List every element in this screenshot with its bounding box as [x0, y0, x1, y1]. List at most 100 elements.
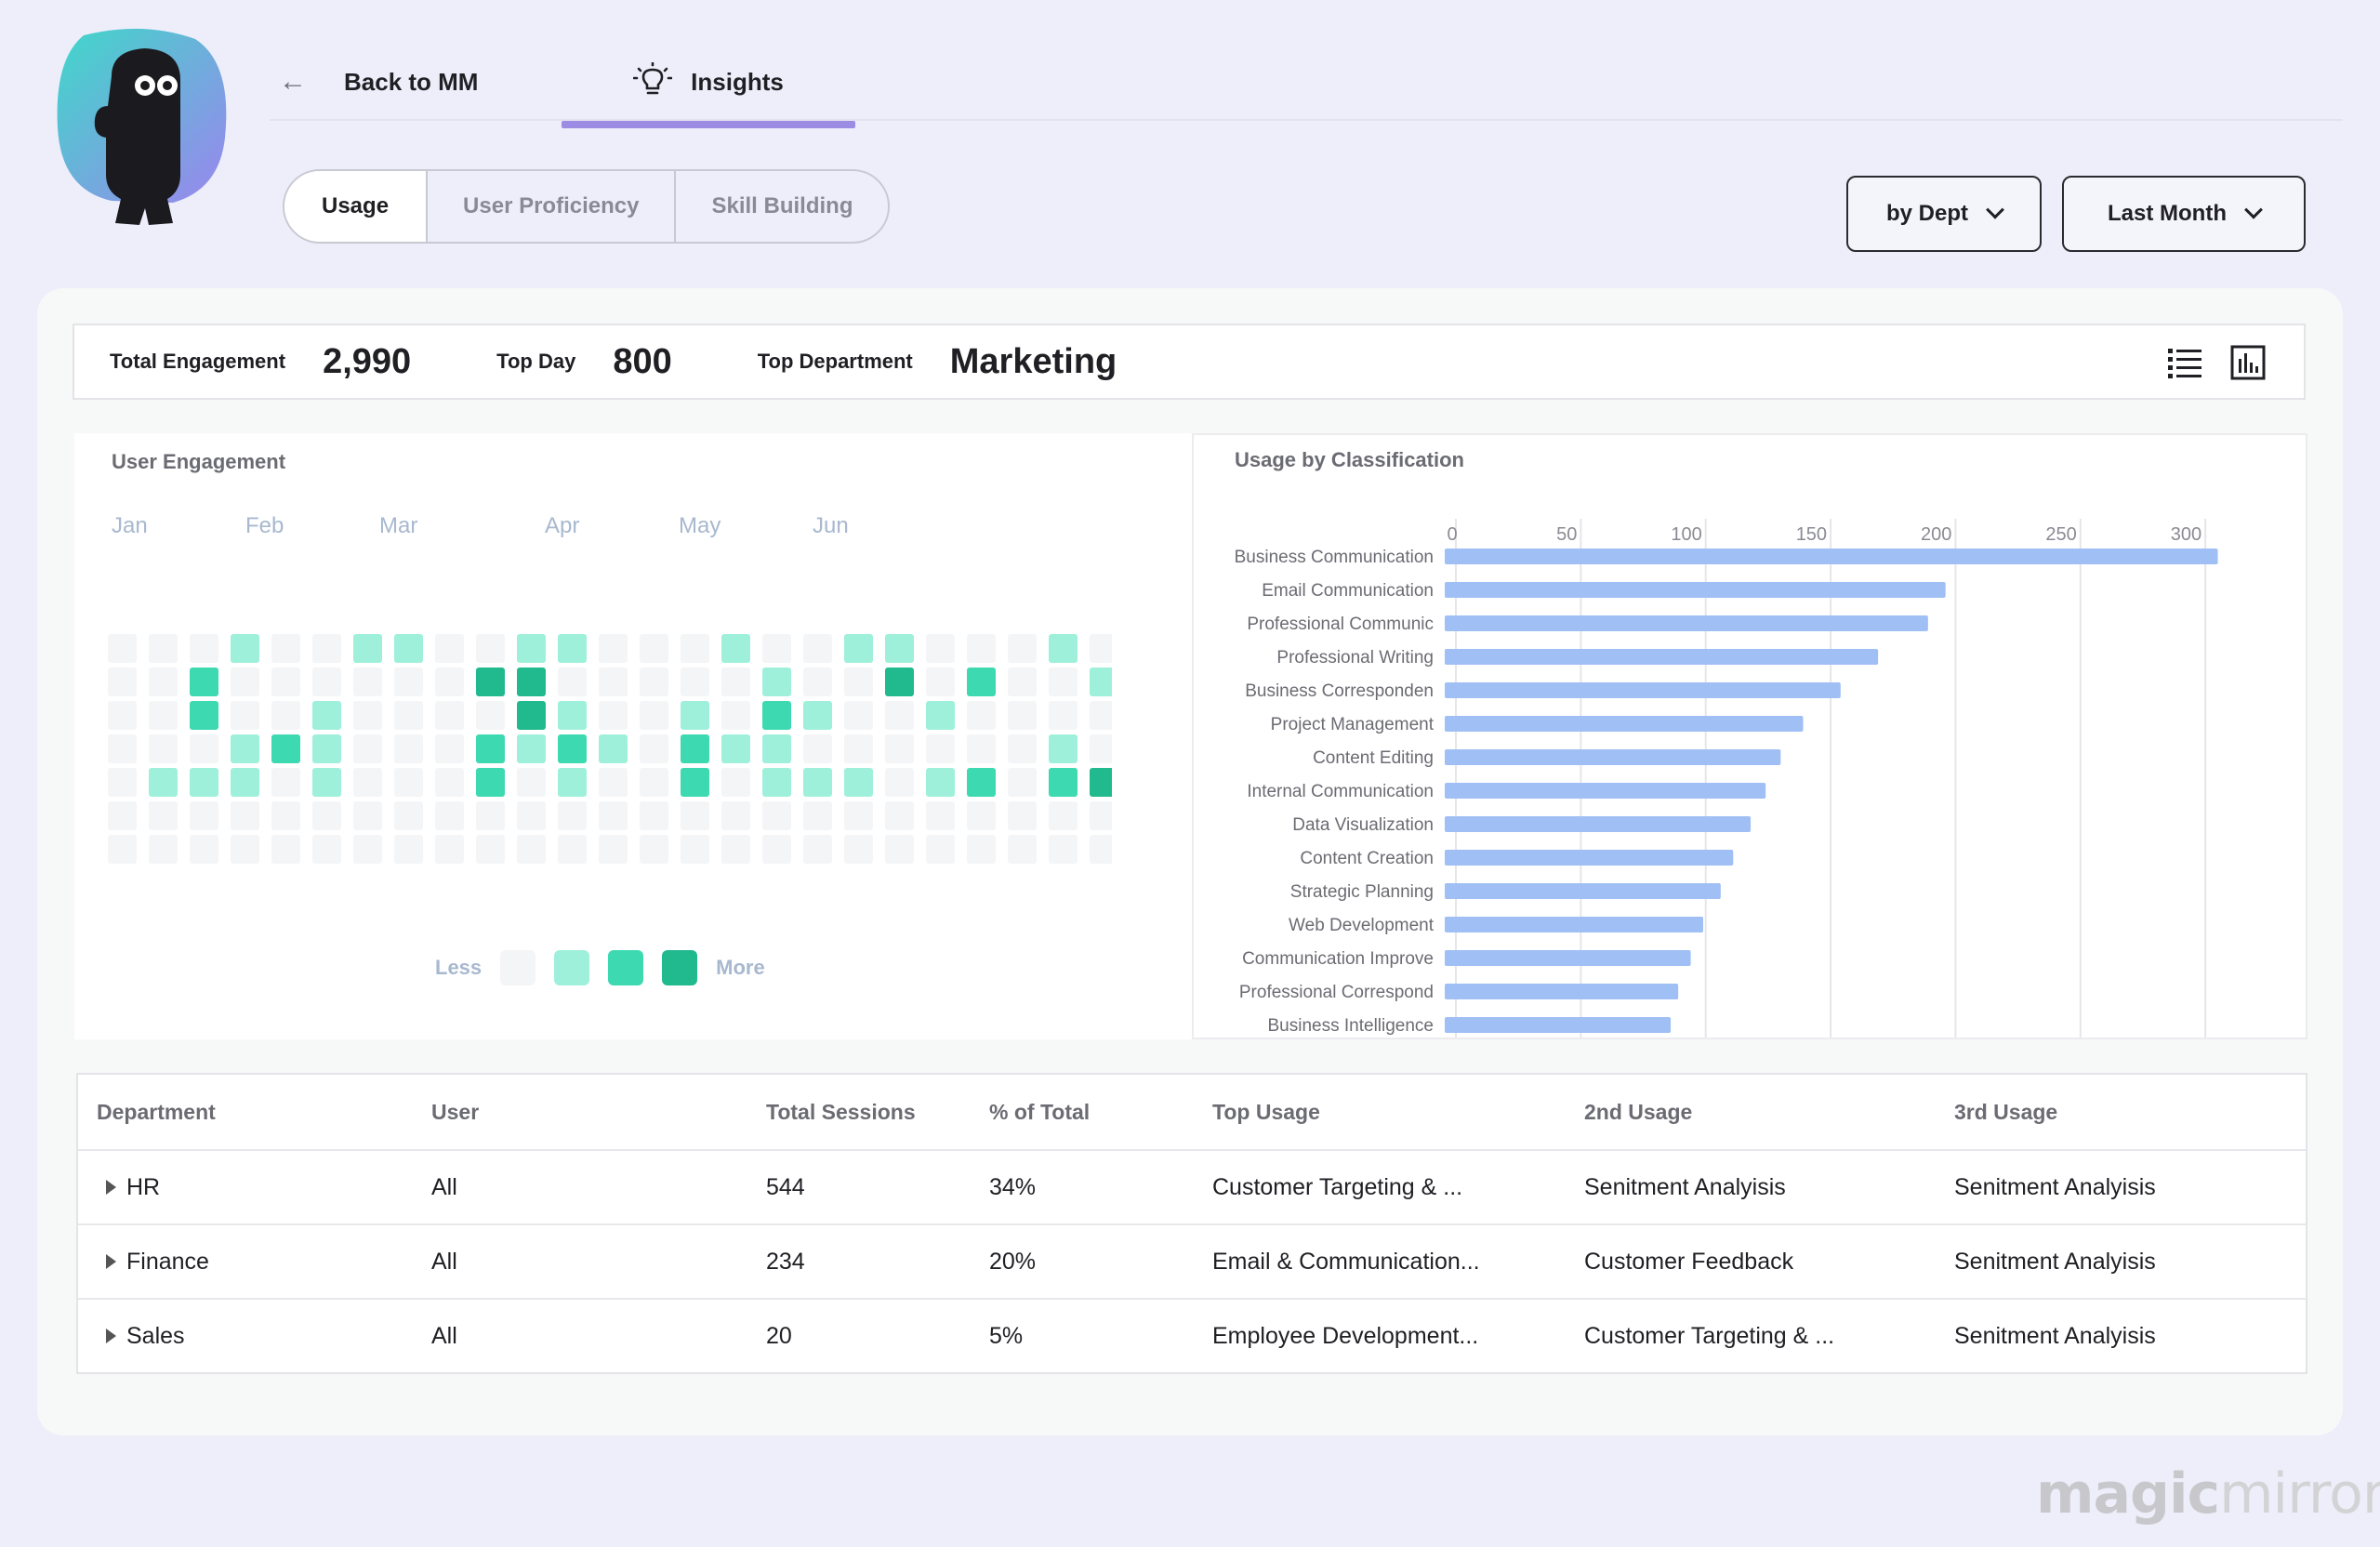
heatmap-cell[interactable] [1049, 668, 1078, 696]
heatmap-cell[interactable] [394, 634, 423, 663]
heatmap-cell[interactable] [1008, 734, 1037, 763]
heatmap-cell[interactable] [1008, 701, 1037, 730]
heatmap-cell[interactable] [599, 701, 628, 730]
heatmap-cell[interactable] [476, 768, 505, 797]
heatmap-cell[interactable] [476, 801, 505, 830]
heatmap-cell[interactable] [721, 768, 750, 797]
heatmap-cell[interactable] [394, 768, 423, 797]
bar[interactable] [1445, 716, 1804, 732]
heatmap-cell[interactable] [681, 768, 709, 797]
heatmap-cell[interactable] [762, 668, 791, 696]
heatmap-cell[interactable] [803, 801, 832, 830]
heatmap-cell[interactable] [681, 801, 709, 830]
heatmap-cell[interactable] [353, 801, 382, 830]
heatmap-cell[interactable] [517, 835, 546, 864]
col-header-2nd-usage[interactable]: 2nd Usage [1584, 1099, 1693, 1124]
heatmap-cell[interactable] [517, 801, 546, 830]
heatmap-cell[interactable] [1049, 835, 1078, 864]
heatmap-cell[interactable] [599, 801, 628, 830]
heatmap-cell[interactable] [681, 668, 709, 696]
heatmap-cell[interactable] [1049, 634, 1078, 663]
heatmap-cell[interactable] [1090, 668, 1112, 696]
heatmap-cell[interactable] [926, 634, 955, 663]
heatmap-cell[interactable] [312, 734, 341, 763]
bar[interactable] [1445, 749, 1781, 765]
heatmap-cell[interactable] [517, 668, 546, 696]
heatmap-cell[interactable] [885, 668, 914, 696]
heatmap-cell[interactable] [640, 734, 668, 763]
heatmap-cell[interactable] [1090, 801, 1112, 830]
heatmap-cell[interactable] [885, 734, 914, 763]
heatmap-cell[interactable] [803, 668, 832, 696]
heatmap-cell[interactable] [312, 634, 341, 663]
heatmap-cell[interactable] [476, 634, 505, 663]
heatmap-cell[interactable] [231, 634, 259, 663]
heatmap-cell[interactable] [517, 734, 546, 763]
heatmap-cell[interactable] [231, 835, 259, 864]
heatmap-cell[interactable] [681, 835, 709, 864]
heatmap-cell[interactable] [353, 768, 382, 797]
heatmap-cell[interactable] [231, 668, 259, 696]
heatmap-cell[interactable] [762, 734, 791, 763]
heatmap-cell[interactable] [599, 835, 628, 864]
heatmap-cell[interactable] [394, 668, 423, 696]
heatmap-cell[interactable] [558, 668, 587, 696]
heatmap-cell[interactable] [599, 734, 628, 763]
bar[interactable] [1445, 549, 2218, 564]
heatmap-cell[interactable] [1049, 768, 1078, 797]
col-header-top-usage[interactable]: Top Usage [1212, 1099, 1320, 1124]
heatmap-cell[interactable] [1049, 801, 1078, 830]
heatmap-cell[interactable] [190, 701, 218, 730]
heatmap-cell[interactable] [558, 634, 587, 663]
bar[interactable] [1445, 682, 1841, 698]
col-header-total-sessions[interactable]: Total Sessions [766, 1099, 916, 1124]
heatmap-cell[interactable] [803, 835, 832, 864]
heatmap-cell[interactable] [1049, 734, 1078, 763]
heatmap-cell[interactable] [149, 768, 178, 797]
heatmap-cell[interactable] [926, 835, 955, 864]
heatmap-cell[interactable] [476, 668, 505, 696]
heatmap-cell[interactable] [1049, 701, 1078, 730]
heatmap-cell[interactable] [190, 734, 218, 763]
heatmap-cell[interactable] [640, 801, 668, 830]
heatmap-cell[interactable] [640, 634, 668, 663]
heatmap-cell[interactable] [967, 768, 996, 797]
heatmap-cell[interactable] [312, 835, 341, 864]
heatmap-cell[interactable] [844, 634, 873, 663]
heatmap-cell[interactable] [108, 634, 137, 663]
heatmap-cell[interactable] [231, 701, 259, 730]
heatmap-cell[interactable] [558, 801, 587, 830]
heatmap-cell[interactable] [926, 734, 955, 763]
heatmap-cell[interactable] [271, 801, 300, 830]
heatmap-cell[interactable] [435, 634, 464, 663]
bar[interactable] [1445, 950, 1691, 966]
heatmap-cell[interactable] [967, 634, 996, 663]
heatmap-cell[interactable] [476, 701, 505, 730]
heatmap-cell[interactable] [149, 734, 178, 763]
heatmap-cell[interactable] [394, 801, 423, 830]
heatmap-cell[interactable] [476, 835, 505, 864]
heatmap-cell[interactable] [926, 701, 955, 730]
heatmap-cell[interactable] [599, 768, 628, 797]
heatmap-cell[interactable] [926, 768, 955, 797]
heatmap-cell[interactable] [435, 835, 464, 864]
heatmap-cell[interactable] [803, 701, 832, 730]
heatmap-cell[interactable] [1090, 734, 1112, 763]
heatmap-cell[interactable] [435, 734, 464, 763]
heatmap-cell[interactable] [149, 701, 178, 730]
tab-insights[interactable]: Insights [562, 41, 855, 128]
heatmap-cell[interactable] [885, 634, 914, 663]
heatmap-cell[interactable] [926, 801, 955, 830]
heatmap-cell[interactable] [681, 701, 709, 730]
heatmap-cell[interactable] [762, 634, 791, 663]
heatmap-cell[interactable] [1008, 634, 1037, 663]
heatmap-cell[interactable] [885, 835, 914, 864]
heatmap-cell[interactable] [149, 668, 178, 696]
heatmap-cell[interactable] [353, 634, 382, 663]
heatmap-cell[interactable] [190, 835, 218, 864]
heatmap-cell[interactable] [967, 835, 996, 864]
heatmap-cell[interactable] [108, 668, 137, 696]
heatmap-cell[interactable] [435, 701, 464, 730]
heatmap-cell[interactable] [190, 801, 218, 830]
heatmap-cell[interactable] [926, 668, 955, 696]
